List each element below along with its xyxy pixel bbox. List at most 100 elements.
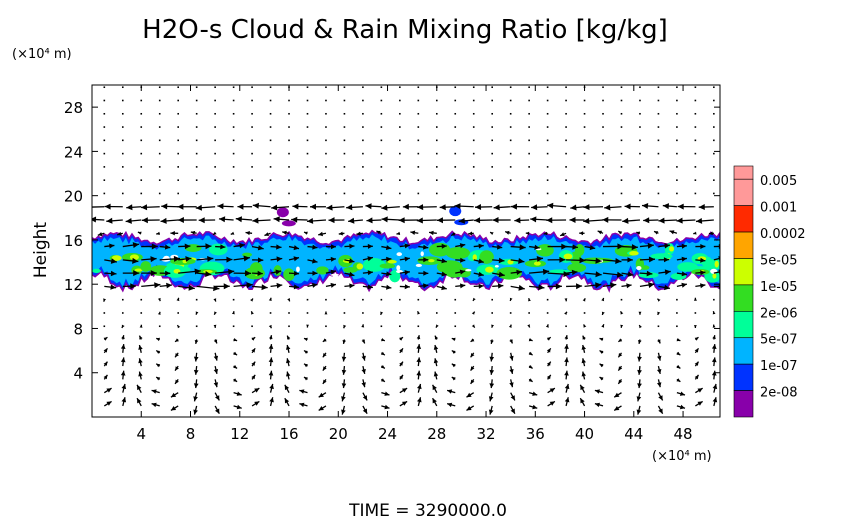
wind-vector-head xyxy=(284,398,290,404)
wind-vector xyxy=(547,387,556,394)
wind-vector-head xyxy=(643,217,650,224)
wind-vector-head xyxy=(470,353,475,358)
wind-vector-head xyxy=(534,244,540,250)
wind-vector xyxy=(159,270,171,276)
wind-vector xyxy=(528,391,538,396)
wind-vector xyxy=(380,112,383,115)
cloud-core-peak xyxy=(563,253,573,260)
wind-vector-head xyxy=(620,324,624,328)
wind-vector xyxy=(620,112,623,115)
wind-vector xyxy=(547,256,566,263)
y-axis-label: Height xyxy=(31,222,51,279)
wind-vector-head xyxy=(582,298,586,302)
wind-vector xyxy=(195,311,199,315)
wind-vector xyxy=(528,298,531,302)
wind-vector-head xyxy=(276,256,283,262)
wind-vector-head xyxy=(361,339,365,344)
wind-vector xyxy=(584,282,602,289)
wind-vector xyxy=(713,86,715,89)
wind-vector-head xyxy=(614,406,620,411)
wind-vector xyxy=(622,217,641,224)
wind-vector xyxy=(399,387,408,394)
wind-vector-head xyxy=(141,217,148,224)
wind-vector-head xyxy=(381,216,388,223)
wind-vector-head xyxy=(599,337,604,342)
wind-vector-head xyxy=(569,217,576,223)
wind-vector xyxy=(138,371,143,380)
wind-vector xyxy=(252,270,263,276)
wind-vector xyxy=(325,99,327,102)
wind-vector xyxy=(104,243,115,249)
wind-vector-head xyxy=(433,345,439,350)
wind-vector xyxy=(195,86,198,89)
wind-vector-head xyxy=(176,297,180,302)
wind-vector xyxy=(657,325,660,328)
wind-vector xyxy=(343,179,346,181)
wind-vector xyxy=(583,126,586,128)
wind-vector xyxy=(693,231,697,235)
wind-vector-head xyxy=(471,324,475,328)
wind-vector-head xyxy=(532,391,538,396)
wind-vector-head xyxy=(282,230,287,235)
wind-vector xyxy=(218,216,234,223)
wind-vector xyxy=(245,231,253,236)
cloud-core-peak xyxy=(629,250,639,256)
cloud-patch xyxy=(281,220,296,227)
wind-vector-head xyxy=(618,366,623,371)
wind-vector xyxy=(621,283,632,289)
wind-vector xyxy=(292,203,308,210)
wind-vector-head xyxy=(648,256,655,263)
wind-vector-head xyxy=(299,402,305,408)
wind-vector xyxy=(492,283,504,289)
wind-vector-head xyxy=(490,340,494,344)
wind-vector xyxy=(543,231,548,236)
colorbar-swatch xyxy=(733,165,754,180)
wind-vector xyxy=(639,298,641,301)
wind-vector xyxy=(694,99,697,102)
wind-vector xyxy=(214,126,216,128)
wind-vector-head xyxy=(646,270,653,277)
wind-vector xyxy=(306,139,309,142)
wind-vector xyxy=(694,139,697,142)
wind-vector xyxy=(178,243,191,250)
wind-vector-head xyxy=(581,358,586,364)
wind-vector xyxy=(177,126,179,128)
wind-vector-head xyxy=(361,324,365,328)
cloud-gap xyxy=(396,252,403,257)
wind-vector xyxy=(637,379,642,389)
wind-vector xyxy=(269,397,274,407)
wind-vector-head xyxy=(299,389,305,394)
wind-vector xyxy=(529,256,544,262)
wind-vector-head xyxy=(528,378,533,382)
wind-vector xyxy=(546,347,552,354)
wind-vector-head xyxy=(318,231,323,237)
wind-vector xyxy=(546,336,552,341)
wind-vector xyxy=(322,352,327,358)
wind-vector-head xyxy=(117,231,122,236)
wind-vector-head xyxy=(451,363,456,368)
wind-vector-head xyxy=(292,203,299,210)
wind-vector xyxy=(693,325,697,329)
wind-vector xyxy=(620,298,623,301)
wind-vector-head xyxy=(473,297,476,301)
wind-vector xyxy=(602,139,604,142)
wind-vector xyxy=(103,166,106,168)
wind-vector xyxy=(174,379,179,385)
wind-vector-head xyxy=(120,370,126,376)
wind-vector xyxy=(583,152,586,155)
wind-vector xyxy=(583,139,586,142)
wind-vector-head xyxy=(286,345,291,350)
wind-vector xyxy=(620,126,623,128)
wind-vector xyxy=(713,139,715,142)
wind-vector xyxy=(694,336,699,341)
wind-vector xyxy=(470,365,475,371)
wind-vector-head xyxy=(273,216,280,223)
wind-vector xyxy=(161,203,179,210)
wind-vector-head xyxy=(154,282,161,289)
wind-vector-head xyxy=(293,284,299,290)
wind-vector-head xyxy=(637,369,642,375)
wind-vector xyxy=(158,139,161,142)
wind-vector xyxy=(159,255,181,262)
wind-vector xyxy=(362,99,364,102)
wind-vector xyxy=(288,152,290,155)
